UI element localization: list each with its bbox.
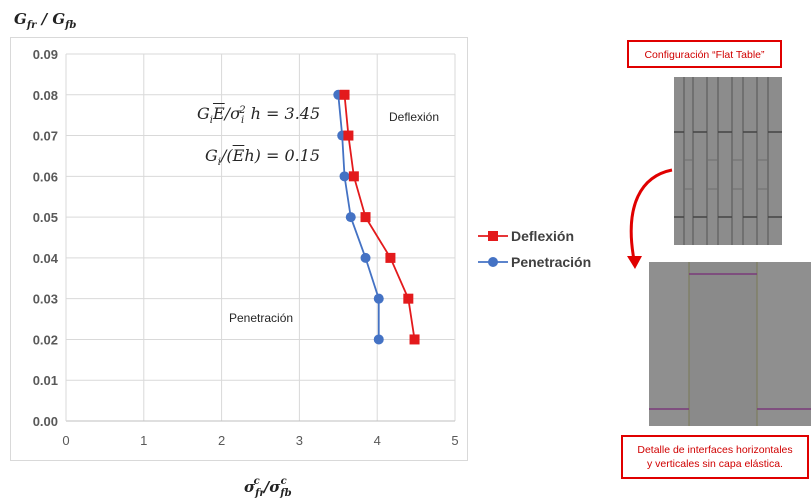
svg-text:Gfr / Gfb: Gfr / Gfb xyxy=(14,10,76,31)
data-point-penetracion xyxy=(345,212,356,223)
y-tick-label: 0.09 xyxy=(33,47,58,62)
x-axis-label: σfrc/σfbc xyxy=(244,476,292,498)
y-axis-label: Gfr / Gfb xyxy=(14,10,76,31)
data-point-deflexion xyxy=(348,171,359,182)
y-tick-label: 0.06 xyxy=(33,169,58,184)
x-tick-label: 3 xyxy=(296,433,303,448)
region-label-penetracion: Penetración xyxy=(229,311,294,325)
region-label-deflexion: Deflexión xyxy=(389,110,440,124)
interface-detail-line1: Detalle de interfaces horizontales xyxy=(637,444,793,456)
x-tick-label: 2 xyxy=(218,433,225,448)
arrow-icon xyxy=(627,168,673,269)
interface-detail-label: Detalle de interfaces horizontales y ver… xyxy=(621,435,809,479)
data-point-deflexion xyxy=(360,212,371,223)
legend-marker xyxy=(488,231,498,241)
y-tick-label: 0.04 xyxy=(33,251,59,266)
interface-detail-image xyxy=(649,262,811,426)
data-point-deflexion xyxy=(403,293,414,304)
equation-2: Gi/(Eh) = 0.15 xyxy=(205,146,321,169)
y-tick-label: 0.01 xyxy=(33,373,58,388)
interface-detail-line2: y verticales sin capa elástica. xyxy=(647,458,783,471)
x-tick-label: 4 xyxy=(374,433,381,448)
flat-table-image xyxy=(674,77,782,245)
svg-text:σfrc/σfbc: σfrc/σfbc xyxy=(244,476,292,498)
data-point-deflexion xyxy=(339,89,350,100)
data-point-penetracion xyxy=(373,293,384,304)
data-point-penetracion xyxy=(360,252,371,263)
flat-table-config-text: Configuración “Flat Table” xyxy=(644,49,765,61)
data-point-penetracion xyxy=(373,334,384,345)
data-point-deflexion xyxy=(343,130,354,141)
data-point-deflexion xyxy=(409,334,420,345)
x-tick-label: 0 xyxy=(62,433,69,448)
y-tick-label: 0.03 xyxy=(33,292,58,307)
x-tick-label: 1 xyxy=(140,433,147,448)
x-tick-label: 5 xyxy=(451,433,458,448)
data-point-deflexion xyxy=(385,252,396,263)
equation-1: GiE/σi2 h = 3.45 xyxy=(197,104,321,127)
y-tick-label: 0.08 xyxy=(33,88,58,103)
y-tick-label: 0.00 xyxy=(33,414,58,429)
flat-table-config-label: Configuración “Flat Table” xyxy=(627,40,782,68)
chart-frame xyxy=(10,37,468,461)
legend-label: Deflexión xyxy=(511,228,574,244)
y-tick-label: 0.02 xyxy=(33,332,58,347)
legend-marker xyxy=(488,257,498,267)
y-tick-label: 0.07 xyxy=(33,129,58,144)
data-point-penetracion xyxy=(339,171,350,182)
legend-label: Penetración xyxy=(511,254,591,270)
y-tick-label: 0.05 xyxy=(33,210,58,225)
